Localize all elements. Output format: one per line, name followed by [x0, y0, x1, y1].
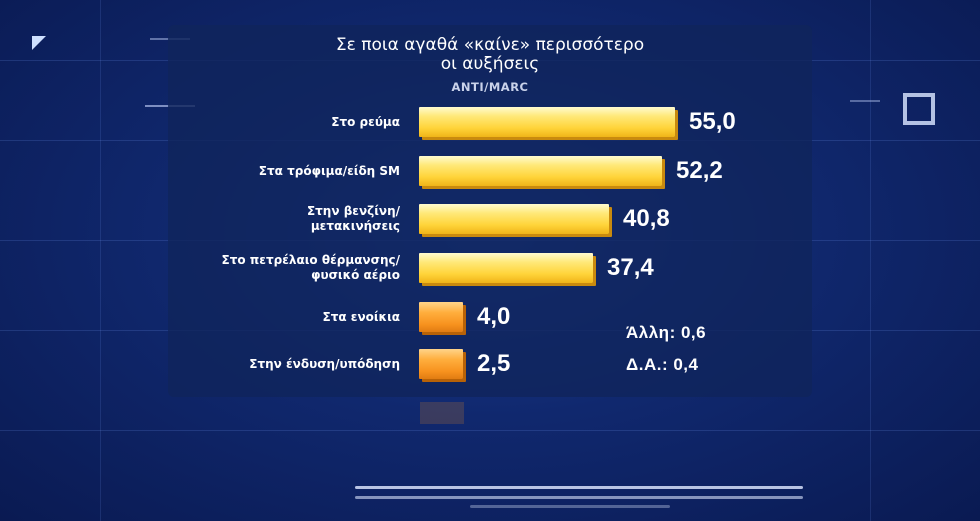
category-label: Στα ενοίκια: [160, 310, 401, 325]
bar-value-label: 55,0: [689, 108, 736, 135]
bar-value-label: 2,5: [477, 350, 511, 377]
bottom-stripe: [470, 505, 670, 508]
category-label: Στο πετρέλαιο θέρμανσης/φυσικό αέριο: [160, 253, 400, 283]
category-label-line: Στην βενζίνη/: [306, 204, 400, 218]
bar: [419, 156, 662, 186]
chart-source: ANTI/MARC: [451, 80, 529, 94]
category-label: Στο ρεύμα: [160, 115, 400, 130]
chart-title: Σε ποια αγαθά «καίνε» περισσότερο οι αυξ…: [168, 36, 812, 74]
category-label-line: Στα ενοίκια: [322, 310, 401, 324]
reflection-bar: [420, 402, 464, 424]
category-label-line: μετακινήσεις: [310, 219, 400, 233]
note-dont-know: Δ.Α.: 0,4: [626, 355, 699, 374]
category-label-line: Στην ένδυση/υπόδηση: [249, 357, 400, 371]
note-other: Άλλη: 0,6: [626, 323, 707, 342]
bar: [419, 107, 675, 137]
bar-value-label: 4,0: [477, 303, 511, 330]
category-label-line: φυσικό αέριο: [311, 268, 400, 282]
category-label-line: Στα τρόφιμα/είδη SM: [258, 164, 400, 178]
bg-gridline: [100, 0, 101, 521]
chart-title-line-1: Σε ποια αγαθά «καίνε» περισσότερο: [335, 35, 645, 55]
panel-reflection: [200, 402, 760, 442]
bar: [419, 302, 463, 332]
bar: [419, 349, 463, 379]
bg-gridline: [0, 430, 980, 431]
bar-value-label: 52,2: [676, 157, 723, 184]
category-label-line: Στο ρεύμα: [331, 115, 400, 129]
bar: [419, 204, 609, 234]
category-label: Στα τρόφιμα/είδη SM: [160, 164, 400, 179]
category-label: Στην βενζίνη/μετακινήσεις: [160, 204, 400, 234]
bar: [419, 253, 593, 283]
bottom-stripe: [355, 496, 803, 499]
square-outline-icon: [903, 93, 935, 125]
chart-title-line-2: οι αυξήσεις: [440, 54, 540, 74]
bottom-stripe: [355, 486, 803, 489]
category-label-line: Στο πετρέλαιο θέρμανσης/: [221, 253, 400, 267]
corner-triangle-icon: [32, 36, 46, 50]
bar-value-label: 37,4: [607, 254, 654, 281]
category-label: Στην ένδυση/υπόδηση: [160, 357, 400, 372]
bar-value-label: 40,8: [623, 205, 670, 232]
bg-gridline: [870, 0, 871, 521]
bg-dash: [850, 100, 880, 102]
